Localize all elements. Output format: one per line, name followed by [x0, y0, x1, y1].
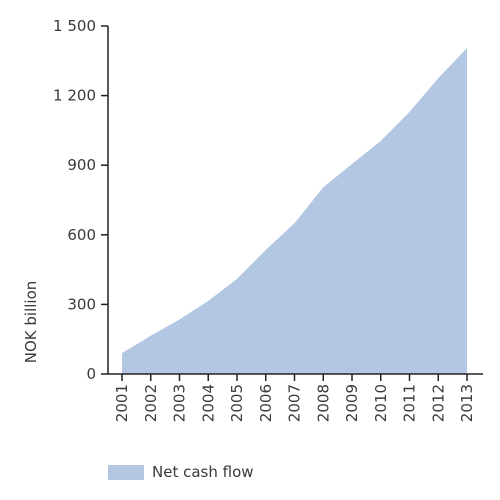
x-tick-label: 2009	[343, 384, 361, 422]
y-ticks: 0 300 600 900 1 200 1 500	[53, 17, 108, 383]
x-tick-label: 2012	[429, 384, 447, 422]
legend-label: Net cash flow	[152, 463, 254, 481]
x-tick-label: 2002	[142, 384, 160, 422]
area-layer	[121, 47, 468, 374]
y-tick-label: 1 500	[53, 17, 96, 35]
x-tick-label: 2001	[113, 384, 131, 422]
x-tick-label: 2011	[401, 384, 419, 422]
y-tick-label: 1 200	[53, 87, 96, 105]
x-tick-label: 2008	[314, 384, 332, 422]
x-tick-label: 2007	[286, 384, 304, 422]
series-area-net-cash-flow	[122, 48, 467, 374]
x-tick-label: 2010	[372, 384, 390, 422]
legend-swatch	[108, 464, 144, 480]
y-axis-title: NOK billion	[22, 281, 40, 364]
x-tick-label: 2013	[458, 384, 476, 422]
axes	[107, 26, 483, 375]
x-tick-label: 2004	[199, 384, 217, 422]
x-tick-label: 2005	[228, 384, 246, 422]
y-tick-label: 900	[67, 156, 96, 174]
y-tick-label: 600	[67, 226, 96, 244]
legend: Net cash flow	[108, 462, 254, 482]
y-tick-label: 300	[67, 295, 96, 313]
x-ticks: 2001 2002 2003 2004 2005 2006 2007 2008 2009 2010…	[113, 374, 476, 422]
y-tick-label: 0	[86, 365, 96, 383]
x-tick-label: 2003	[171, 384, 189, 422]
x-tick-label: 2006	[257, 384, 275, 422]
